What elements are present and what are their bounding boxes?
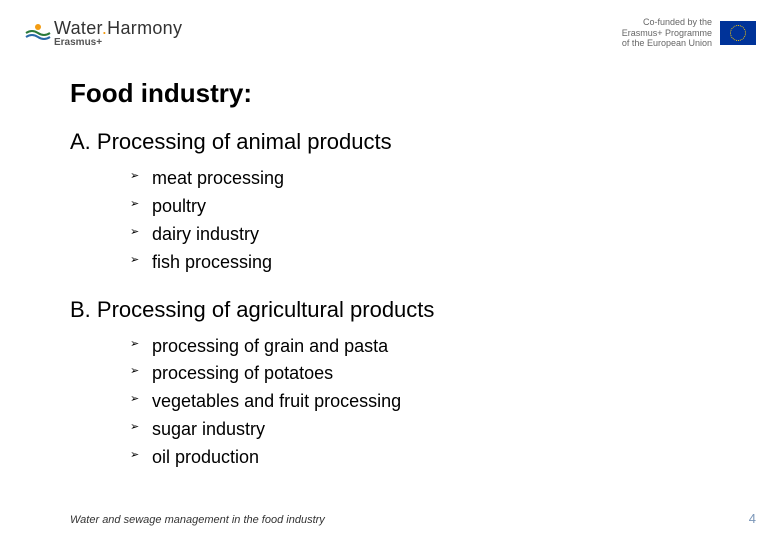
- list-item: dairy industry: [130, 221, 720, 249]
- slide-header: Water.Harmony Erasmus+ Co-funded by the …: [0, 8, 780, 58]
- water-harmony-icon: [24, 19, 52, 47]
- footer-text: Water and sewage management in the food …: [70, 514, 325, 526]
- slide-content: Food industry: A. Processing of animal p…: [70, 78, 720, 492]
- list-item: processing of potatoes: [130, 360, 720, 388]
- list-item: fish processing: [130, 249, 720, 277]
- logo-right: Co-funded by the Erasmus+ Programme of t…: [622, 17, 756, 49]
- bullet-list-b: processing of grain and pasta processing…: [130, 333, 720, 472]
- cofund-line: Erasmus+ Programme: [622, 28, 712, 39]
- slide-title: Food industry:: [70, 78, 720, 109]
- cofund-text: Co-funded by the Erasmus+ Programme of t…: [622, 17, 712, 49]
- eu-flag-icon: [720, 21, 756, 45]
- logo-text: Water.Harmony Erasmus+: [54, 19, 182, 48]
- list-item: poultry: [130, 193, 720, 221]
- logo-word-b: Harmony: [107, 18, 182, 38]
- page-number: 4: [749, 511, 756, 526]
- slide-footer: Water and sewage management in the food …: [70, 511, 756, 526]
- list-item: oil production: [130, 444, 720, 472]
- bullet-list-a: meat processing poultry dairy industry f…: [130, 165, 720, 277]
- list-item: meat processing: [130, 165, 720, 193]
- logo-subtitle: Erasmus+: [54, 38, 182, 48]
- list-item: processing of grain and pasta: [130, 333, 720, 361]
- cofund-line: of the European Union: [622, 38, 712, 49]
- section-heading: B. Processing of agricultural products: [70, 297, 720, 323]
- logo-left: Water.Harmony Erasmus+: [24, 19, 182, 48]
- logo-word-a: Water: [54, 18, 102, 38]
- section-heading: A. Processing of animal products: [70, 129, 720, 155]
- list-item: vegetables and fruit processing: [130, 388, 720, 416]
- list-item: sugar industry: [130, 416, 720, 444]
- cofund-line: Co-funded by the: [622, 17, 712, 28]
